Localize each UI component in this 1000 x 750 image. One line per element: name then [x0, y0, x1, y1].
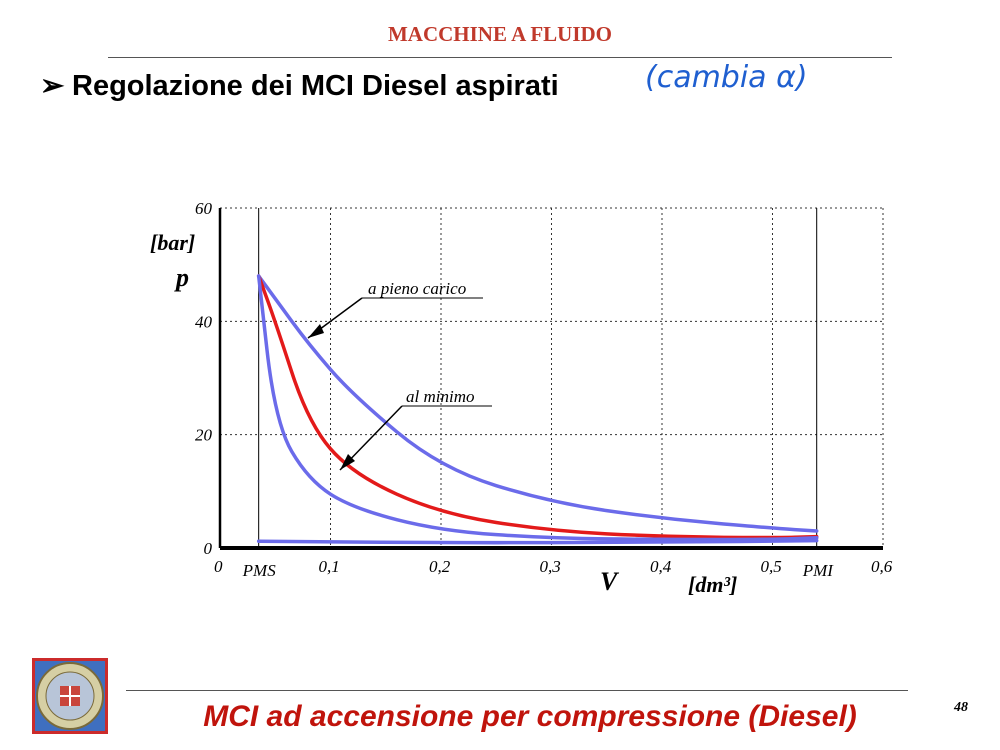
y-tick-label: 40	[195, 312, 213, 331]
x-axis-unit: [dm³]	[688, 572, 737, 597]
y-tick-label: 0	[204, 539, 213, 558]
series-line-3	[256, 538, 819, 545]
chart-axes	[218, 208, 883, 550]
series-line-2	[256, 274, 819, 542]
y-tick-label: 60	[195, 199, 213, 218]
annotation-arrowhead	[340, 454, 355, 470]
header-divider	[108, 57, 892, 58]
footer-divider	[126, 690, 908, 691]
x-tick-label: 0,1	[319, 557, 340, 576]
x-axis-label: V	[600, 567, 620, 596]
subtitle-text: Regolazione dei MCI Diesel aspirati	[72, 70, 559, 102]
slide-subtitle: ➢ Regolazione dei MCI Diesel aspirati	[40, 68, 559, 103]
x-tick-label: 0,2	[429, 557, 451, 576]
y-axis-unit: [bar]	[150, 230, 195, 255]
annotation-full-load: a pieno carico	[368, 279, 466, 298]
university-seal-logo	[32, 658, 108, 734]
bullet-arrow-icon: ➢	[40, 70, 65, 102]
series-line-0	[256, 274, 819, 533]
x-tick-label: 0,5	[761, 557, 782, 576]
y-tick-label: 20	[195, 426, 213, 445]
footer-title: MCI ad accensione per compressione (Dies…	[203, 700, 857, 733]
marker-label-pmi: PMI	[802, 561, 835, 580]
chart-grid	[220, 207, 884, 548]
x-tick-label: 0,6	[871, 557, 893, 576]
chart-labels: 0 0,1 0,2 0,3 0,4 0,5 0,6 0 20 40 60 PMS PMI [bar] p V […	[150, 199, 893, 597]
annotation-arrowhead	[308, 324, 324, 338]
chart-series	[256, 274, 819, 545]
x-tick-label: 0	[214, 557, 223, 576]
x-tick-label: 0,3	[540, 557, 561, 576]
annotation-idle: al minimo	[406, 387, 474, 406]
page-number: 48	[954, 700, 968, 715]
x-tick-label: 0,4	[650, 557, 672, 576]
handwritten-note: (cambia α)	[645, 60, 808, 95]
header-title: MACCHINE A FLUIDO	[387, 22, 613, 46]
y-axis-label: p	[174, 263, 189, 292]
series-line-1	[256, 274, 819, 540]
marker-label-pms: PMS	[242, 561, 277, 580]
pv-chart: 0 0,1 0,2 0,3 0,4 0,5 0,6 0 20 40 60 PMS PMI [bar] p V […	[140, 190, 910, 600]
pv-diagram-svg: 0 0,1 0,2 0,3 0,4 0,5 0,6 0 20 40 60 PMS PMI [bar] p V […	[150, 199, 893, 597]
